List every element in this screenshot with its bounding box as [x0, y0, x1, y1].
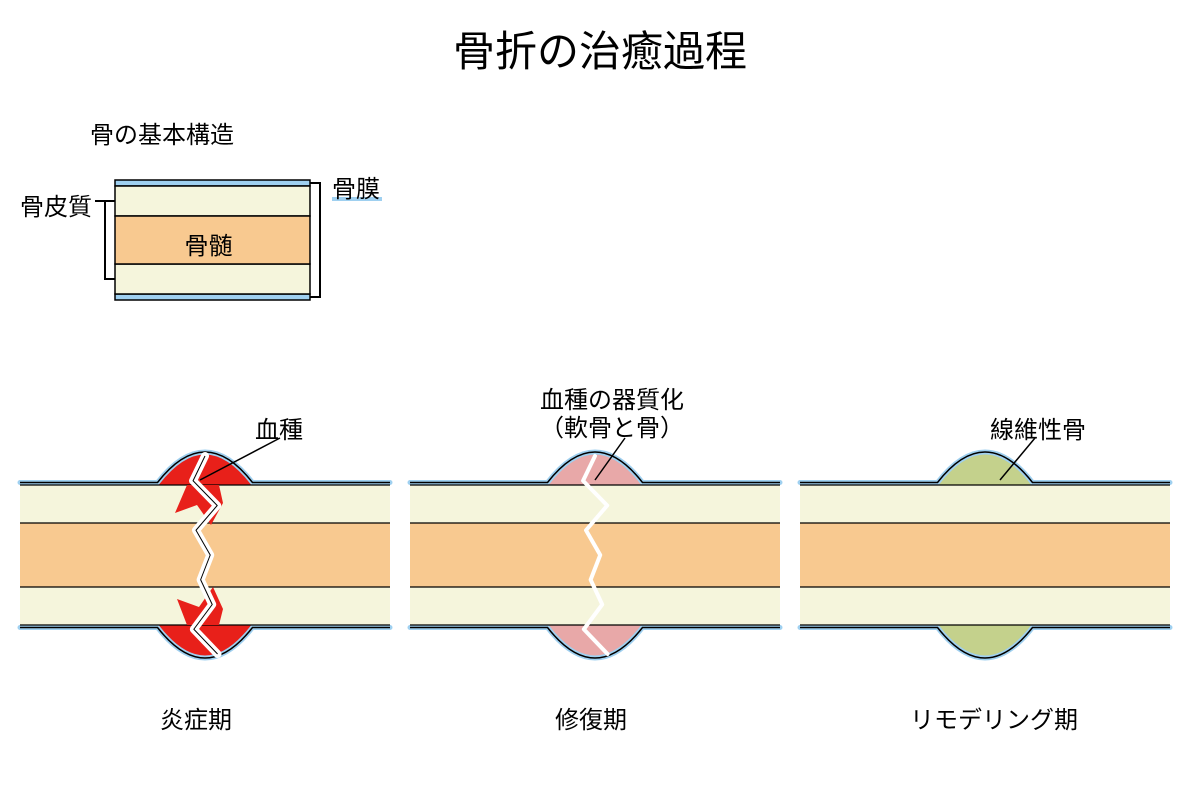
stage-name-2: リモデリング期 [910, 700, 1078, 735]
label-periosteum: 骨膜 [332, 169, 380, 204]
stage-name-1: 修復期 [555, 700, 627, 735]
label-cortex: 骨皮質 [20, 187, 92, 222]
callout-0: 血種 [255, 410, 303, 445]
label-marrow: 骨髄 [185, 226, 233, 261]
stage-name-0: 炎症期 [160, 700, 232, 735]
callout-2: 線維性骨 [990, 410, 1086, 445]
callout-1-line2: （軟骨と骨） [540, 408, 684, 443]
structure-heading: 骨の基本構造 [90, 115, 234, 150]
